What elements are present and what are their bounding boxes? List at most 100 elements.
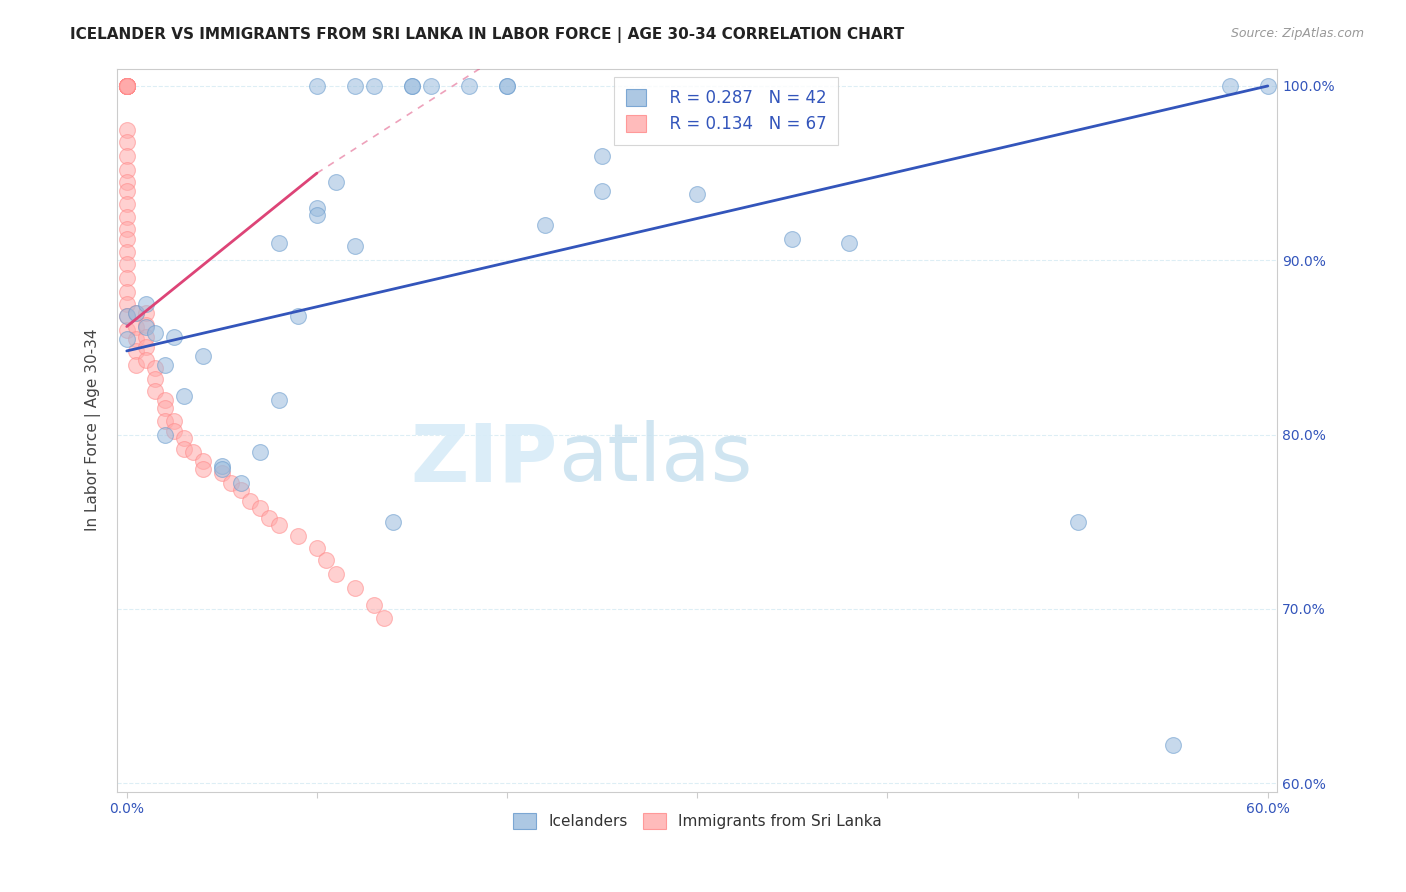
Point (305, 78, 328, 93)
Point (173, 389, 195, 403)
Point (125, 332, 148, 346)
Point (838, 235, 860, 250)
Point (153, 427, 176, 442)
Y-axis label: In Labor Force | Age 30-34: In Labor Force | Age 30-34 (86, 329, 101, 532)
Point (115, 270, 138, 285)
Point (115, 78, 138, 93)
Point (143, 372, 166, 386)
Text: ICELANDER VS IMMIGRANTS FROM SRI LANKA IN LABOR FORCE | AGE 30-34 CORRELATION CH: ICELANDER VS IMMIGRANTS FROM SRI LANKA I… (70, 27, 904, 43)
Point (115, 78, 138, 93)
Point (363, 78, 385, 93)
Point (115, 309, 138, 323)
Point (591, 184, 613, 198)
Point (115, 309, 138, 323)
Point (115, 297, 138, 311)
Point (458, 78, 481, 93)
Point (163, 414, 186, 428)
Point (287, 529, 309, 543)
Point (287, 309, 309, 323)
Point (115, 210, 138, 224)
Point (125, 305, 148, 319)
Point (115, 149, 138, 163)
Point (191, 349, 214, 363)
Point (259, 511, 281, 525)
Point (115, 244, 138, 259)
Point (420, 78, 443, 93)
Point (305, 208, 328, 222)
Point (153, 392, 176, 407)
Point (135, 352, 157, 367)
Point (115, 285, 138, 299)
Point (135, 319, 157, 334)
Point (115, 162, 138, 177)
Point (135, 330, 157, 344)
Point (496, 78, 519, 93)
Point (115, 78, 138, 93)
Point (135, 341, 157, 355)
Point (125, 305, 148, 319)
Point (221, 476, 243, 491)
Text: atlas: atlas (558, 420, 752, 498)
Point (115, 78, 138, 93)
Point (267, 235, 290, 250)
Point (229, 483, 252, 498)
Point (115, 78, 138, 93)
Point (125, 343, 148, 358)
Point (153, 414, 176, 428)
Point (115, 332, 138, 346)
Point (305, 201, 328, 215)
Point (115, 78, 138, 93)
Point (115, 78, 138, 93)
Point (115, 197, 138, 211)
Point (115, 78, 138, 93)
Point (267, 518, 290, 533)
Point (163, 424, 186, 438)
Point (115, 78, 138, 93)
Legend: Icelanders, Immigrants from Sri Lanka: Icelanders, Immigrants from Sri Lanka (506, 806, 887, 835)
Point (1066, 515, 1088, 529)
Point (163, 330, 186, 344)
Point (135, 297, 157, 311)
Point (325, 567, 347, 582)
Point (115, 184, 138, 198)
Point (211, 462, 233, 476)
Point (315, 553, 337, 567)
Point (343, 239, 366, 253)
Point (401, 78, 423, 93)
Text: ZIP: ZIP (411, 420, 558, 498)
Point (249, 500, 271, 515)
Point (211, 466, 233, 480)
Point (173, 431, 195, 445)
Point (115, 78, 138, 93)
Point (115, 257, 138, 271)
Point (325, 175, 347, 189)
Point (191, 462, 214, 476)
Point (382, 515, 405, 529)
Point (496, 78, 519, 93)
Point (153, 358, 176, 372)
Point (239, 493, 262, 508)
Point (115, 232, 138, 246)
Point (211, 458, 233, 473)
Point (782, 232, 804, 246)
Point (115, 135, 138, 149)
Point (249, 445, 271, 459)
Point (125, 358, 148, 372)
Point (1257, 78, 1279, 93)
Point (363, 599, 385, 613)
Point (125, 319, 148, 334)
Point (343, 78, 366, 93)
Point (115, 222, 138, 236)
Point (115, 323, 138, 337)
Point (591, 149, 613, 163)
Point (267, 392, 290, 407)
Text: Source: ZipAtlas.com: Source: ZipAtlas.com (1230, 27, 1364, 40)
Point (686, 187, 709, 202)
Point (115, 78, 138, 93)
Point (135, 305, 157, 319)
Point (115, 122, 138, 136)
Point (1219, 78, 1241, 93)
Point (153, 401, 176, 416)
Point (343, 581, 366, 595)
Point (305, 541, 328, 555)
